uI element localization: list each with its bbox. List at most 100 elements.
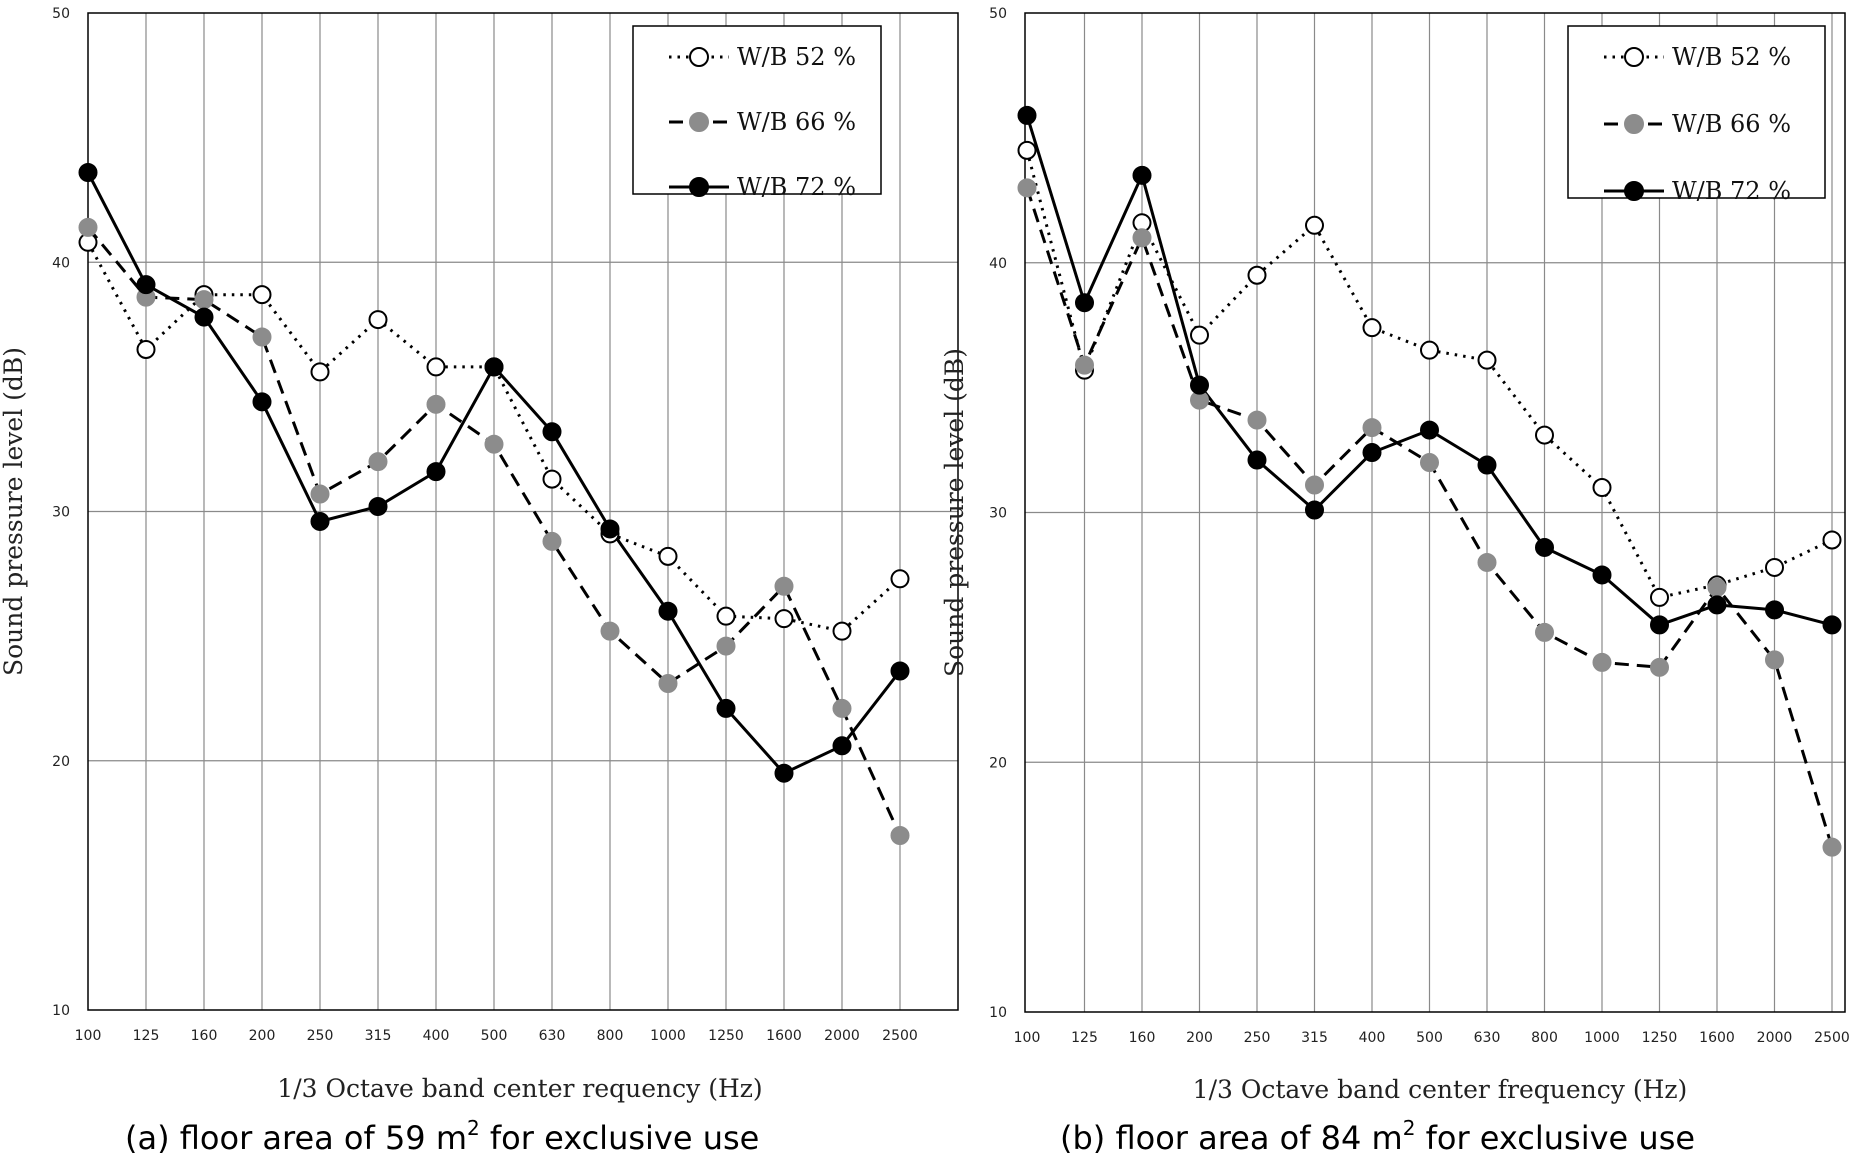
data-point-series-3 xyxy=(1017,105,1037,125)
x-tick-label: 125 xyxy=(133,1028,160,1044)
x-axis-label: 1/3 Octave band center frequency (Hz) xyxy=(1193,1075,1688,1104)
x-tick-label: 1250 xyxy=(708,1028,744,1044)
x-tick-label: 400 xyxy=(423,1028,450,1044)
data-point-series-3 xyxy=(832,736,852,756)
data-point-series-2 xyxy=(1305,475,1324,495)
data-point-series-3 xyxy=(774,763,794,783)
caption-text: (a) floor area of 59 m xyxy=(125,1119,467,1157)
plot-frame xyxy=(87,12,959,1011)
legend-label: W/B 66 % xyxy=(737,108,856,136)
legend-box xyxy=(1567,25,1826,199)
x-tick-label: 200 xyxy=(1186,1030,1213,1046)
data-point-series-1 xyxy=(832,621,852,641)
x-tick-label: 100 xyxy=(75,1028,102,1044)
data-point-series-1 xyxy=(1305,215,1324,235)
data-point-series-3 xyxy=(368,497,388,517)
data-point-series-1 xyxy=(1190,325,1209,345)
data-point-series-2 xyxy=(1822,837,1842,857)
data-point-series-2 xyxy=(368,452,388,472)
data-point-series-1 xyxy=(1420,340,1439,360)
chart-b: 10 20 30 40 50 100 125 160 200 250 315 400 500 630 800… xyxy=(940,6,1850,1157)
data-point-series-1 xyxy=(1247,265,1267,285)
x-tick-label: 160 xyxy=(1129,1030,1156,1046)
data-point-series-1 xyxy=(368,310,388,330)
x-tick-label: 315 xyxy=(365,1028,392,1044)
data-point-series-3 xyxy=(310,511,330,531)
legend-marker xyxy=(689,177,709,197)
x-tick-label: 1000 xyxy=(1584,1030,1620,1046)
data-point-series-1 xyxy=(658,546,678,566)
data-point-series-1 xyxy=(136,339,156,359)
y-axis-label: Sound pressure level (dB) xyxy=(0,347,28,676)
data-point-series-3 xyxy=(78,163,98,183)
data-point-series-2 xyxy=(716,636,736,656)
x-tick-label: 1000 xyxy=(650,1028,686,1044)
figure-caption: (b) floor area of 84 m2 for exclusive us… xyxy=(1060,1116,1695,1157)
data-point-series-3 xyxy=(658,601,678,621)
data-point-series-1 xyxy=(1362,318,1382,338)
data-point-series-1 xyxy=(1765,557,1784,577)
x-tick-label: 100 xyxy=(1014,1030,1041,1046)
data-point-series-3 xyxy=(194,307,214,327)
data-point-series-3 xyxy=(1305,500,1324,520)
y-tick-label: 30 xyxy=(52,505,70,521)
x-tick-label: 2500 xyxy=(1814,1030,1850,1046)
x-tick-label: 200 xyxy=(249,1028,276,1044)
y-tick-label: 40 xyxy=(989,256,1007,272)
data-point-series-2 xyxy=(484,434,504,454)
x-tick-label: 2000 xyxy=(824,1028,860,1044)
data-point-series-2 xyxy=(1650,657,1669,677)
series-line-1 xyxy=(1025,150,1833,599)
data-point-series-3 xyxy=(890,661,910,681)
data-point-series-3 xyxy=(1707,595,1727,615)
data-point-series-3 xyxy=(136,275,156,295)
caption-superscript: 2 xyxy=(467,1116,480,1140)
data-point-series-1 xyxy=(1822,530,1842,550)
data-point-series-2 xyxy=(658,673,678,693)
legend-marker xyxy=(1624,114,1644,134)
data-point-series-1 xyxy=(310,362,330,382)
data-point-series-2 xyxy=(1362,418,1382,438)
data-point-series-2 xyxy=(78,217,98,237)
data-point-series-3 xyxy=(252,392,272,412)
data-point-series-2 xyxy=(310,484,330,504)
data-point-series-1 xyxy=(252,285,272,305)
y-tick-label: 50 xyxy=(989,6,1007,22)
data-point-series-1 xyxy=(542,469,562,489)
data-point-series-3 xyxy=(1132,165,1152,185)
data-point-series-1 xyxy=(1592,478,1612,498)
data-point-series-2 xyxy=(542,531,562,551)
caption-text: for exclusive use xyxy=(480,1119,760,1157)
data-point-series-2 xyxy=(1247,410,1267,430)
legend-marker xyxy=(1624,181,1644,201)
y-tick-label: 10 xyxy=(989,1005,1007,1021)
x-tick-label: 800 xyxy=(597,1028,624,1044)
y-axis-label: Sound pressure level (dB) xyxy=(940,348,969,677)
x-tick-label: 630 xyxy=(539,1028,566,1044)
data-point-series-3 xyxy=(716,698,736,718)
data-point-series-1 xyxy=(890,569,910,589)
x-tick-label: 630 xyxy=(1474,1030,1501,1046)
data-point-series-2 xyxy=(774,576,794,596)
x-tick-label: 2000 xyxy=(1757,1030,1793,1046)
x-tick-label: 1600 xyxy=(1699,1030,1735,1046)
legend-label: W/B 66 % xyxy=(1672,110,1791,138)
data-point-series-2 xyxy=(1420,453,1439,473)
caption-text: (b) floor area of 84 m xyxy=(1060,1119,1403,1157)
y-tick-label: 50 xyxy=(52,6,70,22)
legend-marker xyxy=(689,112,709,132)
data-point-series-3 xyxy=(1822,615,1842,635)
data-point-series-1 xyxy=(716,606,736,626)
data-point-series-3 xyxy=(1247,450,1267,470)
data-point-series-3 xyxy=(600,519,620,539)
data-point-series-2 xyxy=(1477,552,1497,572)
legend-box xyxy=(632,25,882,195)
data-point-series-3 xyxy=(1362,443,1382,463)
data-point-series-3 xyxy=(1765,600,1784,620)
y-tick-label: 30 xyxy=(989,506,1007,522)
x-tick-label: 250 xyxy=(1244,1030,1271,1046)
x-tick-label: 400 xyxy=(1359,1030,1386,1046)
y-tick-label: 10 xyxy=(52,1003,70,1019)
legend-label: W/B 52 % xyxy=(1672,43,1791,71)
data-point-series-2 xyxy=(1592,652,1612,672)
